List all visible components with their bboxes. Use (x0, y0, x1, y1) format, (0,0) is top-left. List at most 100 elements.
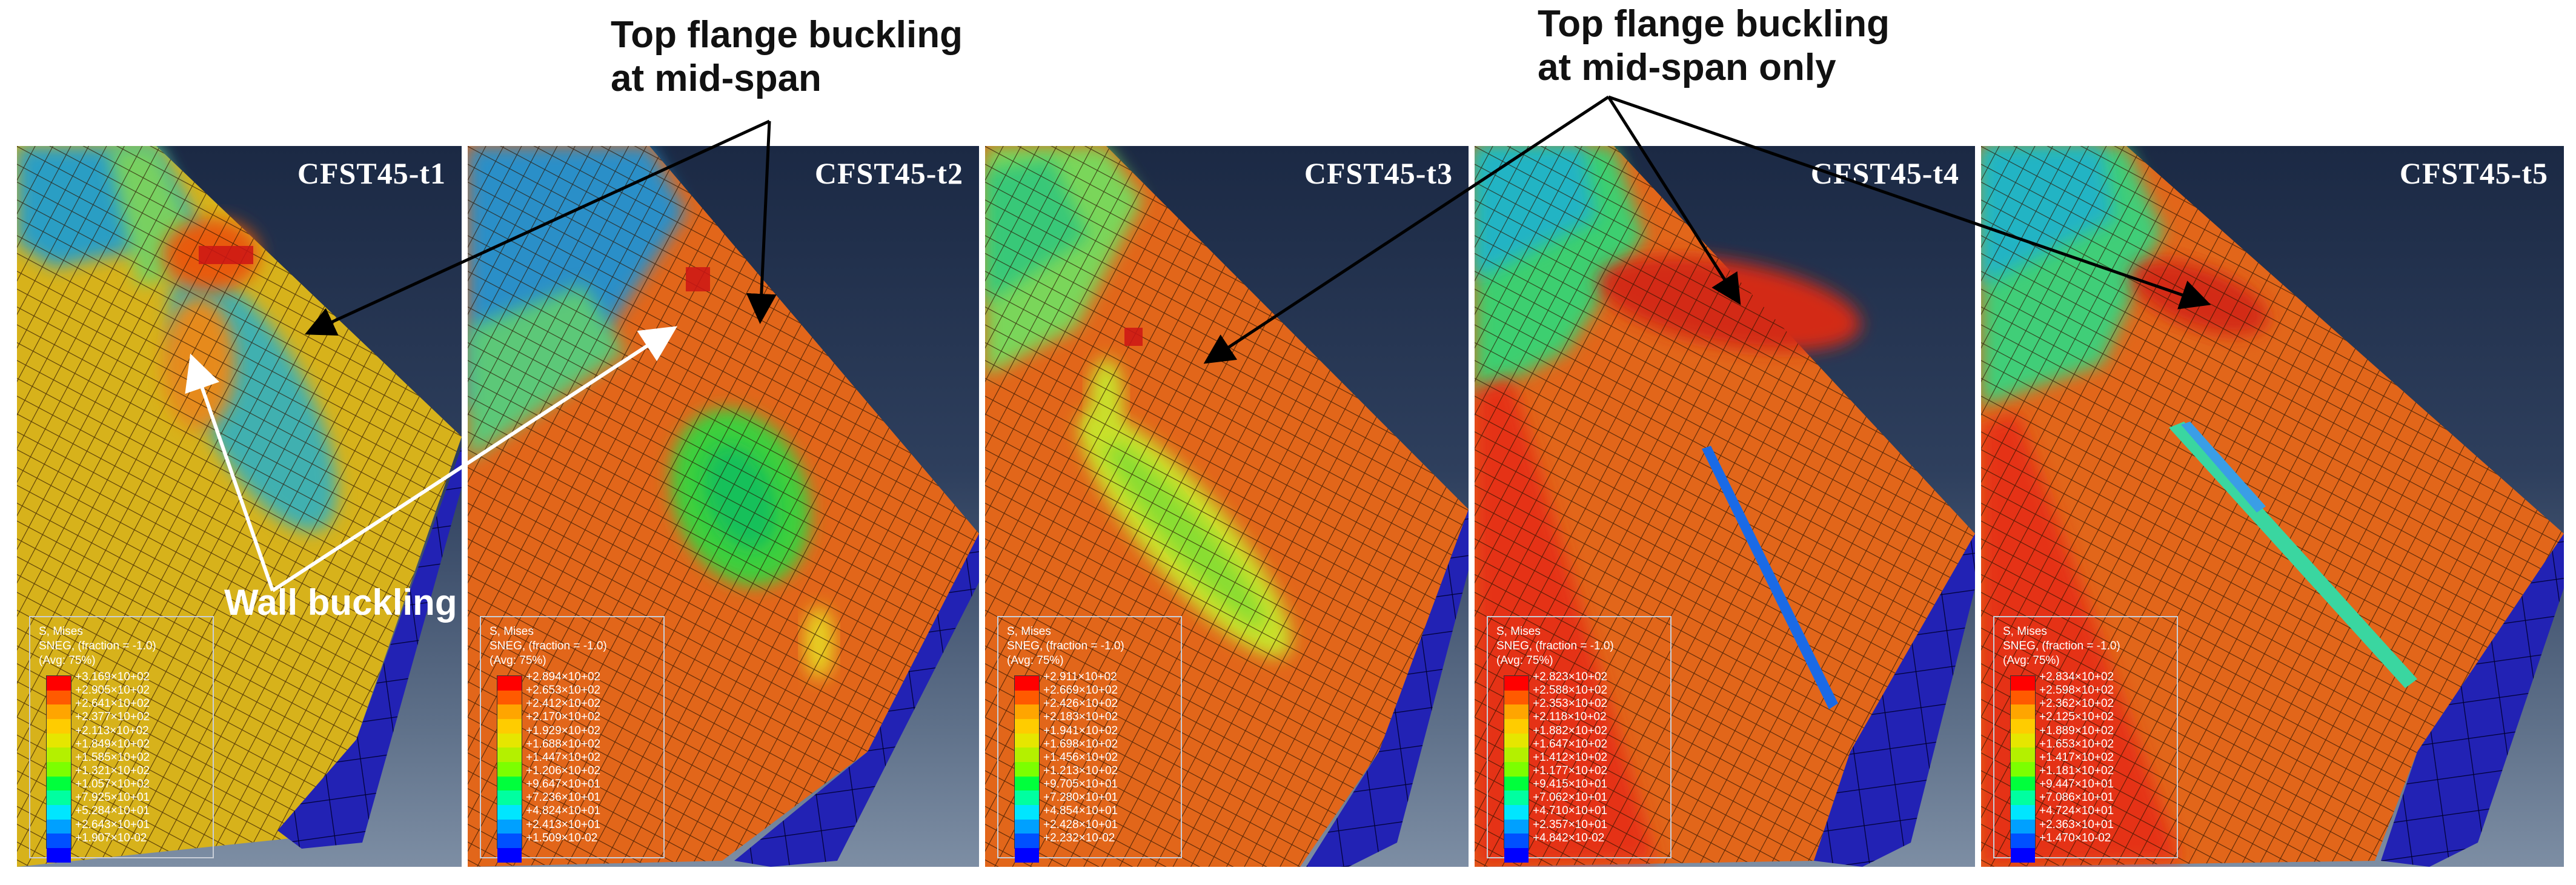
annotation-left: Top flange buckling at mid-span (611, 13, 963, 101)
legend-sneg: SNEG, (fraction = -1.0) (1496, 640, 1614, 652)
legend-swatch (497, 704, 522, 719)
legend-value: +1.941×10+02 (1043, 724, 1118, 737)
legend-value: +2.232×10-02 (1043, 831, 1115, 844)
legend-swatch (1015, 791, 1039, 805)
legend-swatch (1015, 718, 1039, 734)
legend-swatch (1504, 718, 1529, 734)
legend-sneg: SNEG, (fraction = -1.0) (39, 640, 156, 652)
legend-swatch (2011, 776, 2035, 791)
legend-swatch (1504, 733, 1529, 748)
legend-avg: (Avg: 75%) (490, 654, 546, 667)
legend-swatch (2011, 834, 2035, 848)
stress-legend: S, Mises SNEG, (fraction = -1.0) (Avg: 7… (29, 616, 214, 863)
legend-values: +3.169×10+02 +2.905×10+02 +2.641×10+02 +2.3… (75, 671, 150, 845)
legend-value: +2.643×10+01 (75, 818, 150, 831)
legend-avg: (Avg: 75%) (2003, 654, 2060, 667)
panel-title: CFST45-t4 (1810, 156, 1959, 190)
legend-swatch (1015, 776, 1039, 791)
legend-swatch (1015, 704, 1039, 719)
legend-value: +1.206×10+02 (526, 764, 601, 777)
annotation-left-line2: at mid-span (611, 58, 822, 99)
legend-value: +4.824×10+01 (526, 804, 601, 818)
legend-color-bar (2010, 675, 2036, 863)
legend-value: +1.849×10+02 (75, 737, 150, 751)
legend-swatch (2011, 718, 2035, 734)
legend-value: +2.413×10+01 (526, 818, 601, 831)
legend-value: +2.363×10+01 (2039, 818, 2114, 831)
legend-swatch (1504, 847, 1529, 863)
legend-value: +2.428×10+01 (1043, 818, 1118, 831)
legend-swatch (497, 847, 522, 863)
legend-value: +1.321×10+02 (75, 764, 150, 777)
legend-swatch (2011, 819, 2035, 834)
legend-value: +1.509×10-02 (526, 831, 598, 844)
legend-swatch (1504, 804, 1529, 820)
legend-swatch (47, 690, 71, 705)
legend-swatch (497, 747, 522, 762)
legend-swatch (497, 834, 522, 848)
legend-value: +2.118×10+02 (1533, 711, 1607, 724)
legend-swatch (497, 776, 522, 791)
legend-value: +1.177×10+02 (1533, 764, 1608, 777)
legend-value: +1.057×10+02 (75, 778, 150, 791)
legend-color-bar (497, 675, 522, 863)
legend-swatch (47, 819, 71, 834)
legend-value: +1.929×10+02 (526, 724, 601, 737)
legend-avg: (Avg: 75%) (1007, 654, 1064, 667)
legend-swatch (1504, 747, 1529, 762)
panel-cfst45-t5: CFST45-t5 S, Mises SNEG, (fraction = -1.… (1981, 146, 2564, 867)
annotation-left-line1: Top flange buckling (611, 14, 963, 56)
legend-values: +2.911×10+02 +2.669×10+02 +2.426×10+02 +2.1… (1043, 671, 1118, 845)
legend-value: +2.183×10+02 (1043, 711, 1118, 724)
legend-value: +1.907×10-02 (75, 831, 147, 844)
legend-swatch (1015, 747, 1039, 762)
panel-cfst45-t2: CFST45-t2 S, Mises SNEG, (fraction = -1.… (468, 146, 979, 867)
legend-swatch (47, 747, 71, 762)
legend-variable: S, Mises (1496, 625, 1541, 638)
legend-avg: (Avg: 75%) (39, 654, 96, 667)
legend-swatch (2011, 747, 2035, 762)
legend-value: +1.647×10+02 (1533, 737, 1608, 751)
legend-value: +7.280×10+01 (1043, 791, 1118, 804)
legend-swatch (1015, 733, 1039, 748)
legend-value: +4.854×10+01 (1043, 804, 1118, 818)
legend-value: +2.834×10+02 (2039, 671, 2114, 683)
legend-value: +1.412×10+02 (1533, 751, 1608, 764)
legend-value: +4.724×10+01 (2039, 804, 2114, 818)
legend-value: +9.705×10+01 (1043, 778, 1118, 791)
legend-swatch (2011, 704, 2035, 719)
panel-title: CFST45-t3 (1304, 156, 1453, 190)
legend-swatch (1504, 690, 1529, 705)
legend-value: +2.911×10+02 (1043, 671, 1117, 683)
legend-value: +7.062×10+01 (1533, 791, 1608, 804)
legend-value: +2.113×10+02 (75, 724, 149, 737)
legend-swatch (47, 847, 71, 863)
legend-value: +1.470×10-02 (2039, 831, 2111, 844)
legend-value: +2.598×10+02 (2039, 684, 2114, 697)
legend-variable: S, Mises (2003, 625, 2047, 638)
legend-value: +2.353×10+02 (1533, 697, 1608, 711)
legend-value: +2.823×10+02 (1533, 671, 1608, 683)
annotation-right: Top flange buckling at mid-span only (1538, 2, 1890, 90)
legend-swatch (2011, 690, 2035, 705)
legend-value: +1.889×10+02 (2039, 724, 2114, 737)
legend-variable: S, Mises (39, 625, 83, 638)
legend-color-bar (1504, 675, 1529, 863)
legend-values: +2.834×10+02 +2.598×10+02 +2.362×10+02 +2.1… (2039, 671, 2114, 845)
legend-swatch (1504, 834, 1529, 848)
legend-swatch (497, 804, 522, 820)
legend-swatch (497, 733, 522, 748)
legend-swatch (47, 761, 71, 777)
legend-swatch (47, 718, 71, 734)
legend-swatch (2011, 847, 2035, 863)
legend-swatch (2011, 733, 2035, 748)
legend-value: +4.842×10-02 (1533, 831, 1605, 844)
legend-value: +9.447×10+01 (2039, 778, 2114, 791)
legend-avg: (Avg: 75%) (1496, 654, 1553, 667)
legend-value: +2.641×10+02 (75, 697, 150, 711)
legend-swatch (497, 791, 522, 805)
legend-value: +7.925×10+01 (75, 791, 150, 804)
legend-swatch (1504, 791, 1529, 805)
legend-value: +7.086×10+01 (2039, 791, 2114, 804)
legend-value: +1.698×10+02 (1043, 737, 1118, 751)
